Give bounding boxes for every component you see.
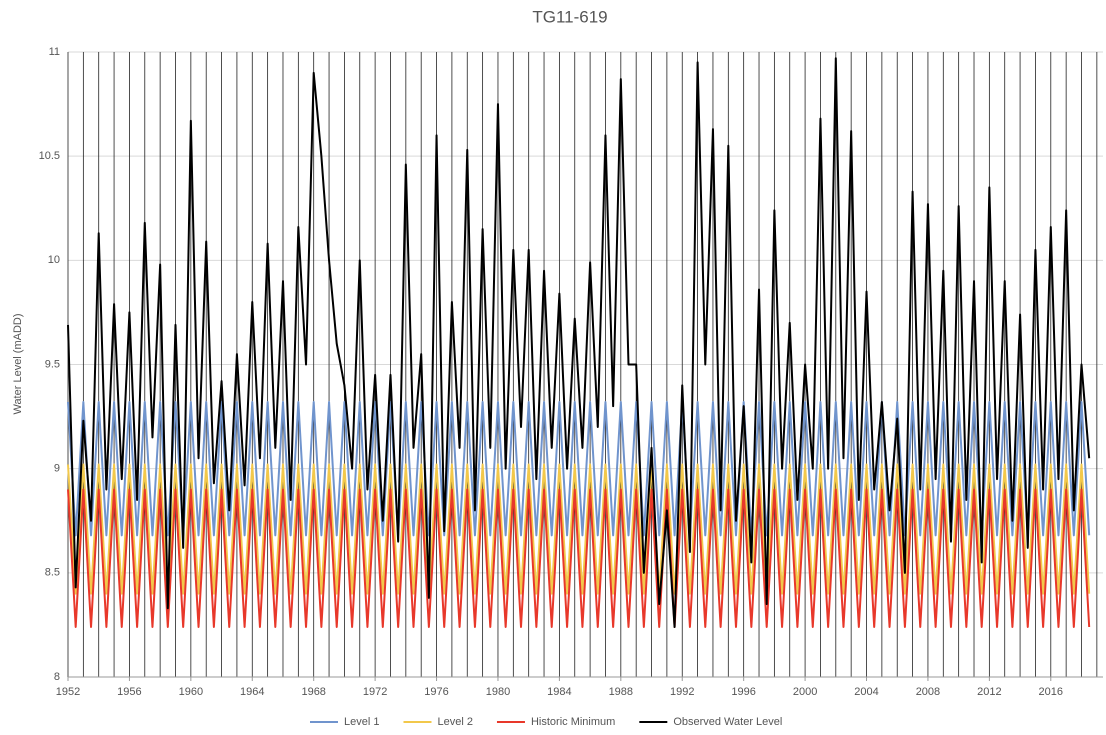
y-tick-label: 10.5 [39, 150, 60, 162]
x-tick-label: 1968 [301, 686, 325, 698]
x-tick-label: 1996 [731, 686, 755, 698]
x-tick-label: 2016 [1039, 686, 1063, 698]
x-tick-label: 1992 [670, 686, 694, 698]
series-line [67, 401, 1091, 537]
series-line [67, 57, 1091, 628]
x-tick-label: 2008 [916, 686, 940, 698]
x-tick-label: 1976 [424, 686, 448, 698]
x-tick-label: 1964 [240, 686, 264, 698]
x-tick-label: 1972 [363, 686, 387, 698]
y-tick-label: 9 [54, 463, 60, 475]
x-tick-label: 2004 [854, 686, 878, 698]
chart-title: TG11-619 [532, 7, 607, 26]
series-line [67, 488, 1091, 628]
x-tick-label: 1956 [117, 686, 141, 698]
x-tick-label: 2000 [793, 686, 817, 698]
x-tick-label: 2012 [977, 686, 1001, 698]
x-tick-label: 1952 [56, 686, 80, 698]
y-tick-label: 8 [54, 671, 60, 683]
legend-label: Level 2 [437, 716, 472, 728]
x-tick-label: 1984 [547, 686, 571, 698]
y-tick-label: 9.5 [45, 358, 60, 370]
x-tick-label: 1980 [486, 686, 510, 698]
x-tick-label: 1960 [179, 686, 203, 698]
legend-label: Observed Water Level [673, 716, 782, 728]
legend-label: Level 1 [344, 716, 379, 728]
y-axis-label: Water Level (mADD) [12, 313, 24, 414]
y-tick-label: 10 [48, 254, 60, 266]
y-tick-label: 11 [49, 46, 60, 58]
y-tick-label: 8.5 [45, 567, 60, 579]
legend-label: Historic Minimum [531, 716, 615, 728]
x-tick-label: 1988 [609, 686, 633, 698]
series-line [67, 463, 1091, 595]
